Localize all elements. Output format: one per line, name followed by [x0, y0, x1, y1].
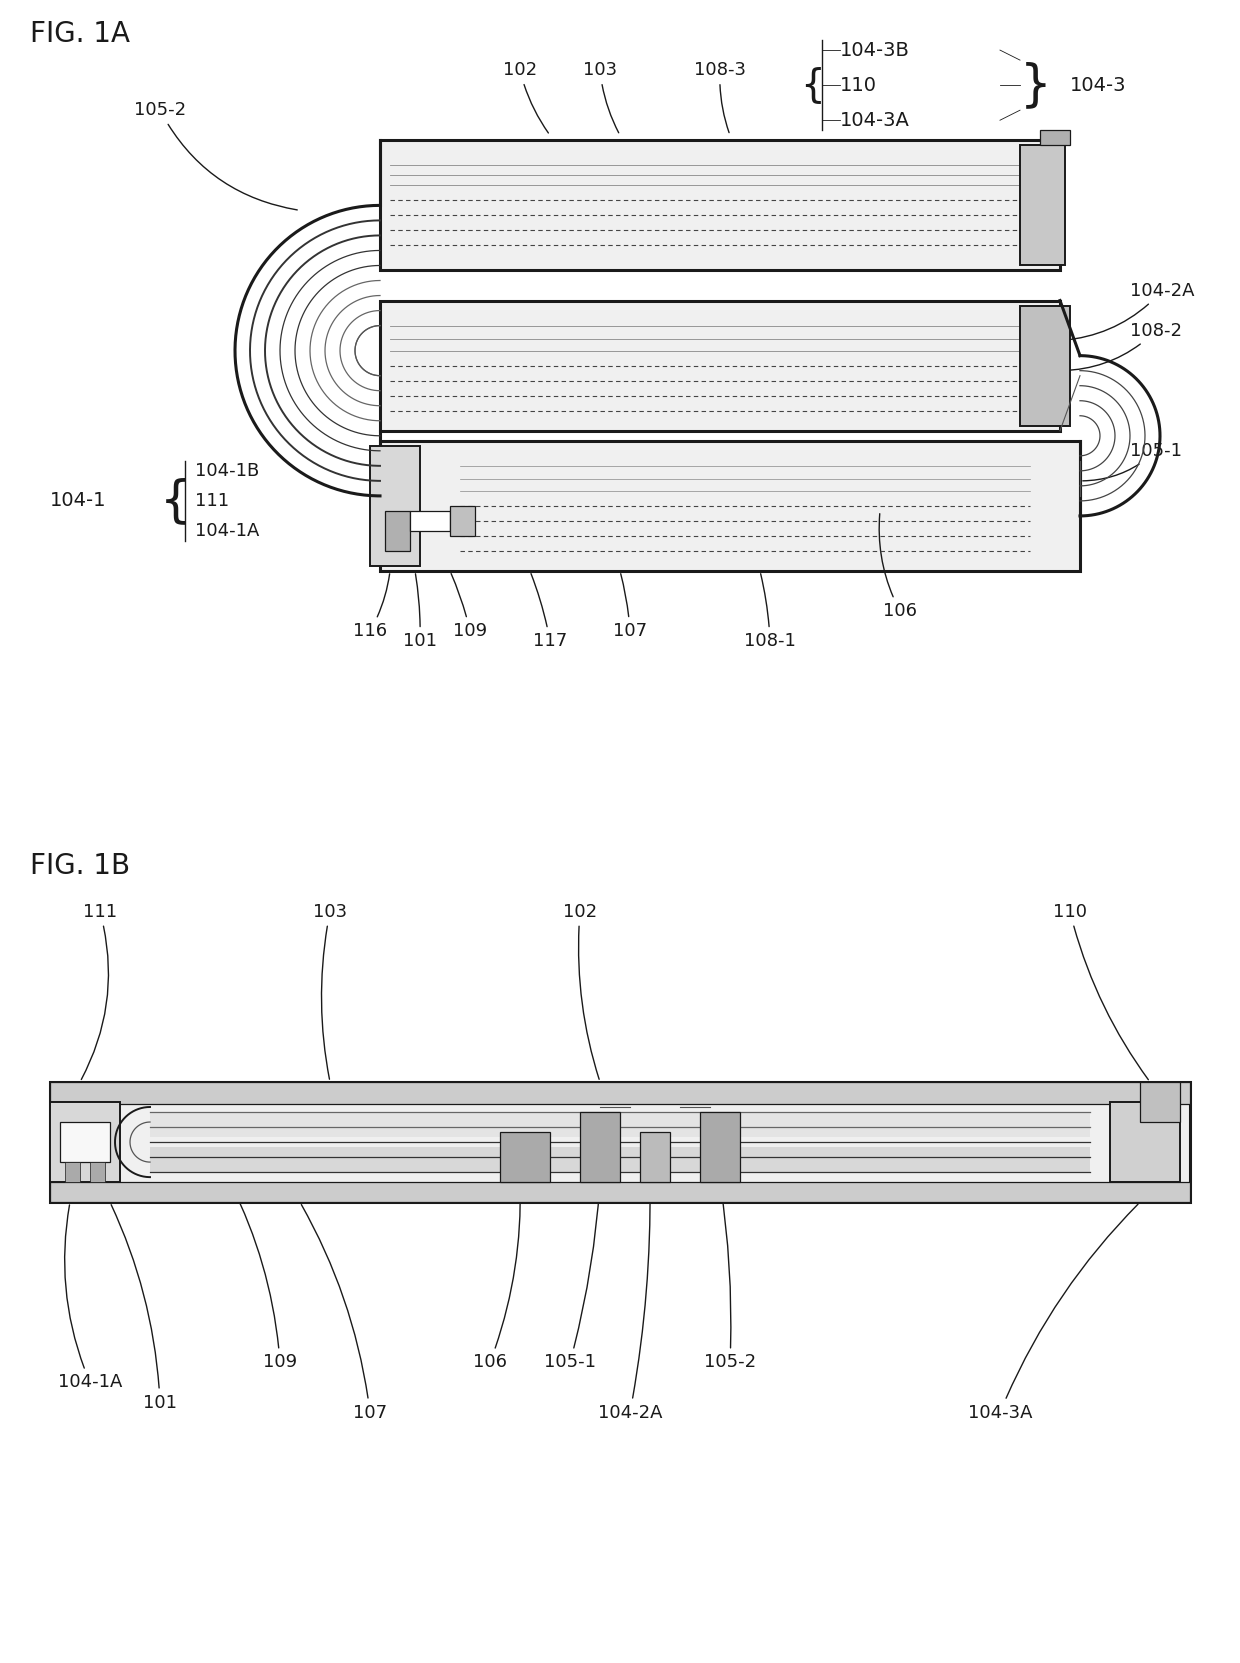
Text: 104-3B: 104-3B [839, 40, 910, 60]
Bar [1110, 1103, 1180, 1182]
Bar [1040, 130, 1070, 145]
Text: 106: 106 [879, 514, 918, 620]
Text: 104-3A: 104-3A [967, 1204, 1138, 1422]
Text: 102: 102 [503, 62, 548, 133]
Text: {: { [160, 477, 192, 526]
Text: 108-1: 108-1 [744, 574, 796, 650]
Text: 108-3: 108-3 [694, 62, 746, 133]
Text: 107: 107 [301, 1204, 387, 1422]
Text: {: { [800, 67, 825, 105]
Bar [379, 301, 1060, 431]
Text: 104-1A: 104-1A [195, 522, 259, 540]
Bar [50, 1083, 1190, 1202]
Text: 103: 103 [312, 903, 347, 1079]
Text: 104-2A: 104-2A [598, 1186, 662, 1422]
Bar [379, 441, 1080, 570]
Bar [60, 1123, 110, 1162]
Text: 104-2A: 104-2A [1063, 281, 1194, 341]
Bar [370, 446, 420, 565]
Text: 104-3: 104-3 [1070, 75, 1126, 95]
Text: 102: 102 [563, 903, 599, 1079]
Text: }: } [1021, 62, 1052, 110]
Text: FIG. 1A: FIG. 1A [30, 20, 130, 48]
Text: 111: 111 [82, 903, 117, 1079]
Text: FIG. 1B: FIG. 1B [30, 851, 130, 880]
Bar [1140, 1083, 1180, 1123]
Text: 104-1B: 104-1B [195, 462, 259, 481]
Bar [384, 511, 410, 550]
Bar [64, 1162, 81, 1182]
Bar [1021, 306, 1070, 426]
Text: 105-2: 105-2 [704, 1184, 756, 1372]
Bar [50, 1083, 1190, 1104]
Bar [379, 140, 1060, 271]
Text: 110: 110 [839, 75, 877, 95]
Text: 101: 101 [112, 1204, 177, 1412]
Bar [701, 1113, 740, 1182]
Text: 107: 107 [613, 574, 647, 640]
Bar [580, 1113, 620, 1182]
Text: 106: 106 [472, 1186, 521, 1372]
Bar [500, 1133, 551, 1182]
Bar [50, 1182, 1190, 1202]
Text: 109: 109 [231, 1184, 298, 1372]
Text: 111: 111 [195, 492, 229, 511]
Bar [640, 1133, 670, 1182]
Text: 104-3A: 104-3A [839, 111, 910, 130]
Text: 116: 116 [353, 574, 389, 640]
Text: 104-1A: 104-1A [58, 1206, 123, 1392]
Text: 110: 110 [1053, 903, 1148, 1079]
Text: 105-1: 105-1 [544, 1186, 600, 1372]
Bar [50, 1103, 120, 1182]
Bar [450, 506, 475, 535]
Text: 108-2: 108-2 [1063, 321, 1182, 371]
Text: 109: 109 [451, 574, 487, 640]
Text: 101: 101 [403, 574, 436, 650]
Text: 104-1: 104-1 [50, 491, 107, 511]
Bar [1021, 145, 1065, 266]
Text: 103: 103 [583, 62, 619, 133]
Bar [410, 511, 450, 530]
Text: 105-1: 105-1 [1083, 442, 1182, 481]
Bar [91, 1162, 105, 1182]
Text: 105-2: 105-2 [134, 101, 298, 210]
Text: 117: 117 [531, 574, 567, 650]
Bar [150, 1113, 1090, 1137]
Bar [150, 1147, 1090, 1172]
